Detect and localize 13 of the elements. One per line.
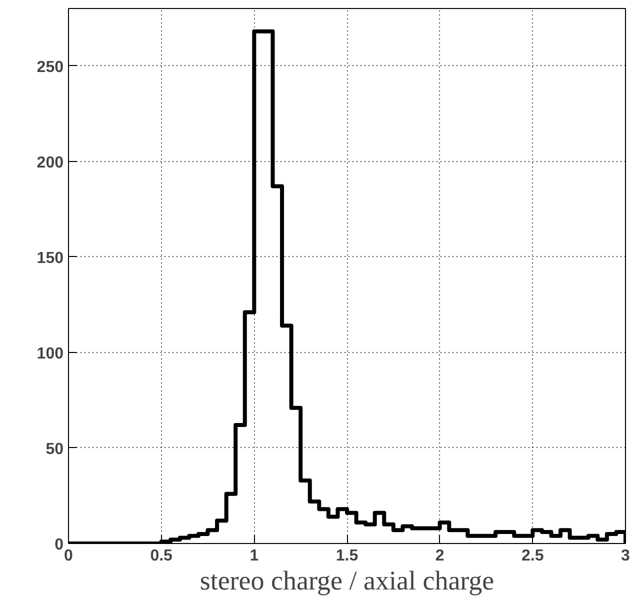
x-tick-label: 2 xyxy=(435,548,444,564)
y-tick-label: 200 xyxy=(36,154,64,172)
y-tick-label: 250 xyxy=(36,58,64,76)
x-tick-label: 2.5 xyxy=(522,548,544,564)
x-tick-label: 3 xyxy=(621,548,630,564)
y-tick-label: 150 xyxy=(36,250,64,267)
y-tick-label: 100 xyxy=(36,345,64,362)
x-tick-label: 1.5 xyxy=(336,548,358,564)
y-tick-label: 0 xyxy=(54,536,64,554)
x-axis-title: stereo charge / axial charge xyxy=(200,566,494,596)
x-tick-label: 0.5 xyxy=(150,548,173,564)
y-tick-label: 50 xyxy=(46,440,64,458)
x-tick-label: 1 xyxy=(250,548,259,564)
